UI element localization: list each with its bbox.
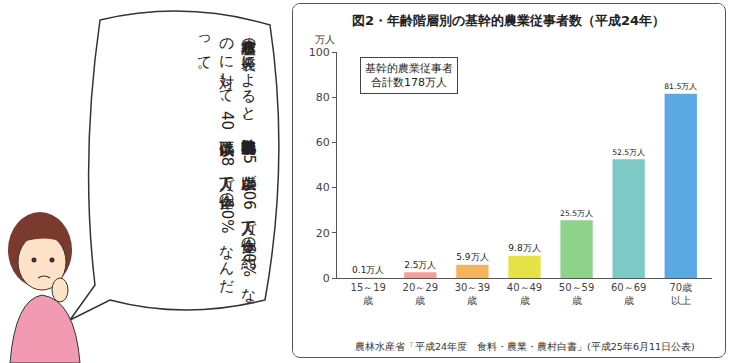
svg-text:50～59歳: 50～59歳 [559,282,594,306]
svg-text:100: 100 [309,46,330,59]
svg-text:0.1万人: 0.1万人 [352,265,384,275]
svg-text:70歳以上: 70歳以上 [669,282,692,306]
svg-text:20～29歳: 20～29歳 [403,282,438,306]
svg-text:農林水産省「平成24年度 食料・農業・農村白書」(平成25年: 農林水産省「平成24年度 食料・農業・農村白書」(平成25年6月11日公表) [355,341,695,352]
svg-text:万人: 万人 [315,34,335,45]
svg-text:52.5万人: 52.5万人 [612,148,645,157]
svg-text:60: 60 [316,136,330,149]
svg-text:0: 0 [323,272,330,285]
svg-text:81.5万人: 81.5万人 [664,82,697,91]
svg-text:80: 80 [316,91,330,104]
svg-text:図2・年齢階層別の基幹的農業従事者数（平成24年）: 図2・年齢階層別の基幹的農業従事者数（平成24年） [352,13,665,28]
svg-text:25.5万人: 25.5万人 [560,209,593,218]
svg-text:60～69歳: 60～69歳 [611,282,646,306]
svg-text:9.8万人: 9.8万人 [508,243,540,253]
svg-text:15～19歳: 15～19歳 [351,282,386,306]
svg-text:40: 40 [316,181,330,194]
svg-text:20: 20 [316,227,330,240]
svg-text:30～39歳: 30～39歳 [455,282,490,306]
svg-text:2.5万人: 2.5万人 [404,260,436,270]
svg-text:基幹的農業従事者合計数178万人: 基幹的農業従事者合計数178万人 [365,62,453,89]
svg-text:40～49歳: 40～49歳 [507,282,542,306]
html-text:農林水産省の発表によると、基幹的農業従事者数は65歳以上が1: 農林水産省の発表によると、基幹的農業従事者数は65歳以上が106万人で全体の約6… [196,28,258,295]
svg-text:5.9万人: 5.9万人 [456,252,488,262]
